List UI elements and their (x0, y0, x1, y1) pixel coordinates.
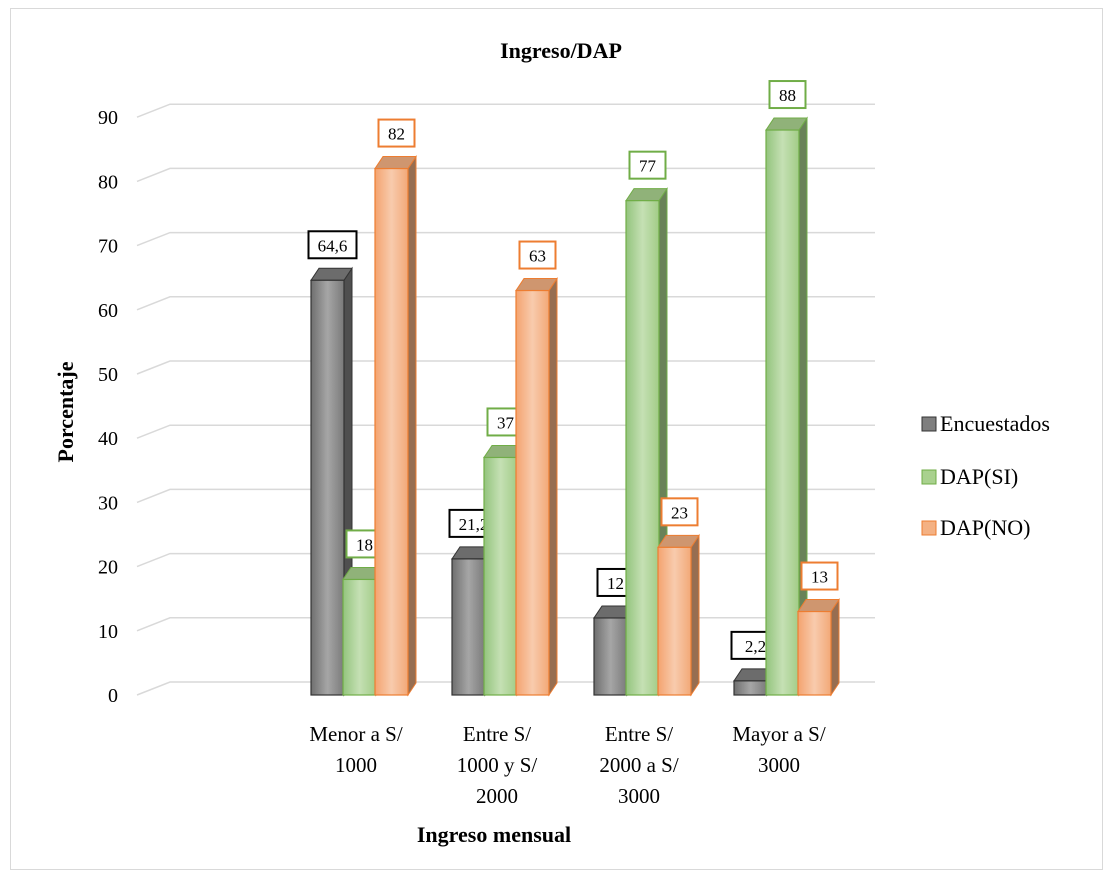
bars: 64,6 18 82 21,2 37 63 12 77 23 2,2 88 13 (307, 80, 840, 697)
gridline (136, 103, 875, 118)
data-label: 88 (768, 80, 807, 110)
legend-swatch (921, 520, 937, 536)
legend-label: DAP(NO) (940, 515, 1030, 540)
svg-text:2,2: 2,2 (745, 637, 766, 656)
x-axis-title: Ingreso mensual (417, 822, 571, 847)
legend-swatch (921, 416, 937, 432)
svg-text:63: 63 (529, 247, 546, 266)
y-tick-label: 60 (98, 300, 118, 322)
data-label: 82 (377, 118, 416, 148)
bar-dap-no-2 (515, 276, 558, 697)
legend-item: Encuestados (921, 411, 1050, 436)
gridline (136, 231, 875, 247)
y-tick-label: 10 (98, 621, 118, 643)
y-tick-label: 70 (98, 236, 118, 258)
legend-item: DAP(NO) (921, 515, 1030, 540)
bar-dap-no-4 (797, 597, 840, 697)
legend-item: DAP(SI) (921, 464, 1018, 489)
data-label: 13 (800, 561, 839, 591)
x-tick-label: Entre S/2000 a S/3000 (599, 722, 679, 808)
data-label: 77 (628, 150, 667, 180)
gridline (136, 296, 875, 311)
gridline (136, 360, 875, 375)
y-tick-label: 0 (108, 685, 118, 707)
y-axis-ticks: 0 10 20 30 40 50 60 70 80 90 (98, 107, 118, 707)
chart-title: Ingreso/DAP (500, 38, 622, 63)
y-tick-label: 50 (98, 364, 118, 386)
svg-text:21,2: 21,2 (459, 515, 489, 534)
y-tick-label: 80 (98, 171, 118, 193)
svg-text:13: 13 (811, 568, 828, 587)
legend: Encuestados DAP(SI) DAP(NO) (921, 411, 1050, 540)
bar-dap-no-1 (374, 154, 417, 697)
x-tick-label: Menor a S/1000 (309, 722, 402, 777)
legend-label: DAP(SI) (940, 464, 1018, 489)
data-label: 63 (518, 240, 557, 270)
y-tick-label: 30 (98, 492, 118, 514)
bar-encuestados-1 (310, 266, 353, 697)
svg-text:82: 82 (388, 125, 405, 144)
bar-dap-si-4 (765, 116, 808, 697)
x-tick-label: Mayor a S/3000 (732, 722, 825, 777)
legend-swatch (921, 469, 937, 485)
svg-text:23: 23 (671, 503, 688, 522)
svg-text:12: 12 (607, 574, 624, 593)
data-label: 64,6 (307, 230, 358, 260)
gridline (136, 167, 875, 183)
x-axis-category-labels: Menor a S/1000 Entre S/1000 y S/2000 Entre… (309, 722, 825, 808)
svg-text:18: 18 (356, 535, 373, 554)
y-axis-title: Porcentaje (53, 361, 78, 462)
svg-text:77: 77 (639, 157, 657, 176)
y-tick-label: 20 (98, 557, 118, 579)
bar-dap-no-3 (657, 533, 700, 697)
y-tick-label: 40 (98, 428, 118, 450)
svg-text:64,6: 64,6 (318, 236, 348, 255)
legend-label: Encuestados (940, 411, 1050, 436)
svg-text:88: 88 (779, 86, 796, 105)
svg-text:37: 37 (497, 413, 515, 432)
x-tick-label: Entre S/1000 y S/2000 (457, 722, 538, 808)
data-label: 23 (660, 497, 699, 527)
y-tick-label: 90 (98, 107, 118, 129)
